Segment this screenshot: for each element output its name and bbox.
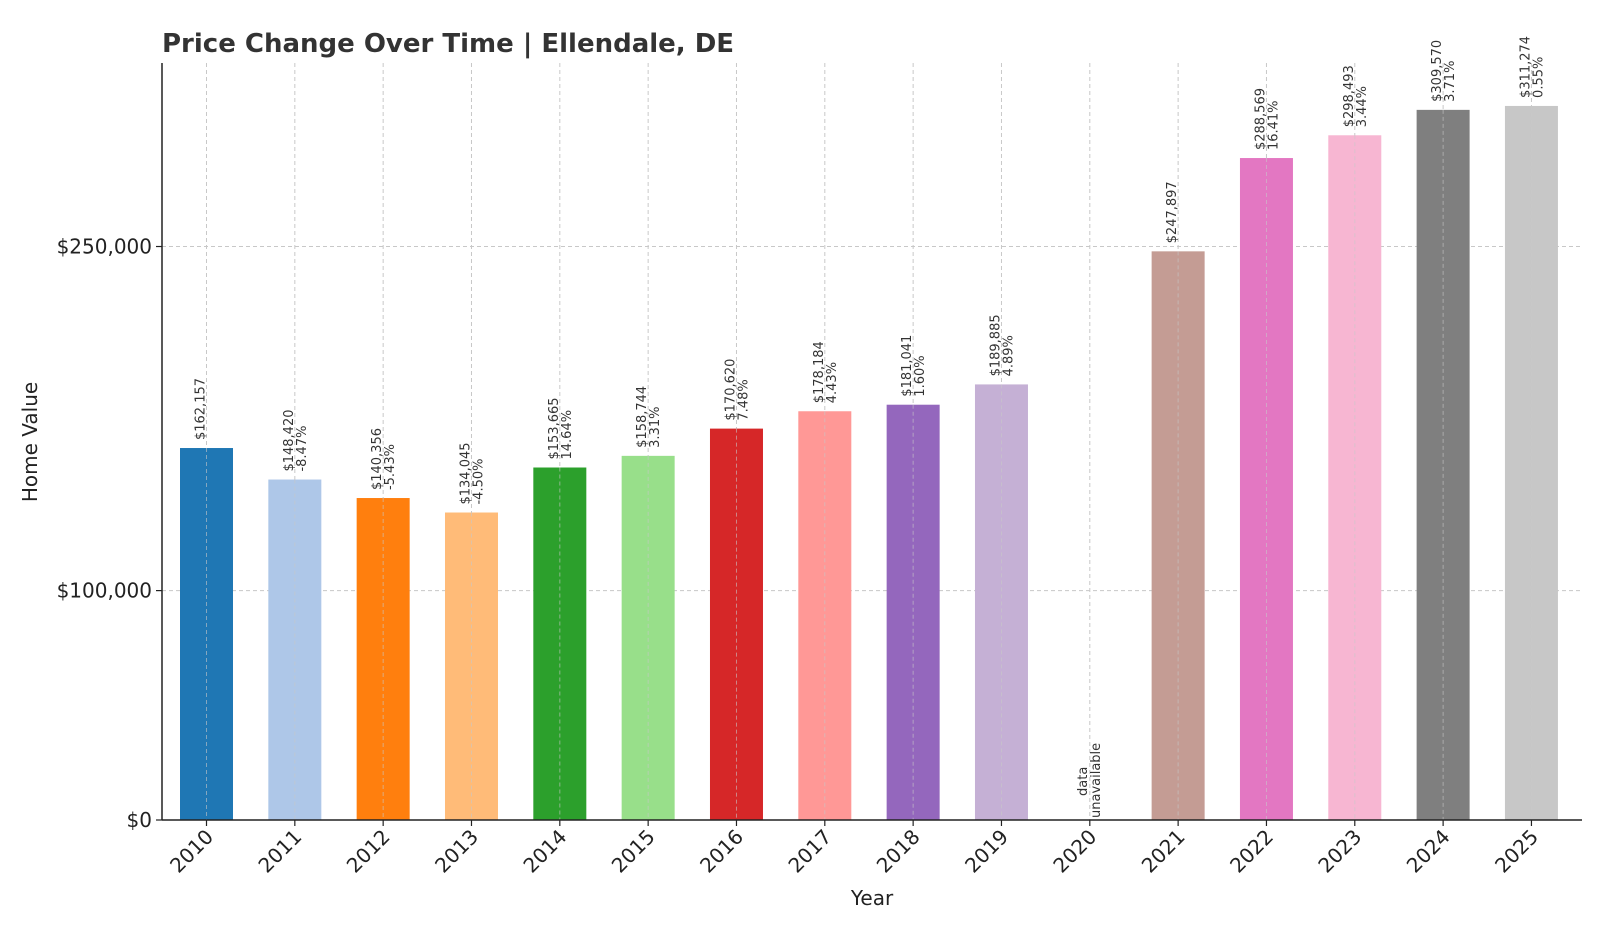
value-label: $189,885 bbox=[988, 314, 1003, 376]
change-label: 4.43% bbox=[825, 362, 840, 403]
value-label: $178,184 bbox=[812, 341, 827, 403]
value-label: $153,665 bbox=[547, 397, 562, 459]
change-label: 1.60% bbox=[913, 355, 928, 396]
value-label: $298,493 bbox=[1342, 65, 1357, 127]
bars-layer bbox=[180, 105, 1558, 821]
value-label: $311,274 bbox=[1518, 36, 1533, 98]
x-tick-label: 2011 bbox=[253, 825, 306, 878]
x-tick-label: 2016 bbox=[695, 825, 748, 878]
x-tick-label: 2012 bbox=[342, 825, 395, 878]
value-label: $134,045 bbox=[458, 442, 473, 504]
value-label: $288,569 bbox=[1253, 88, 1268, 150]
change-label: 7.48% bbox=[736, 379, 751, 420]
x-tick-label: 2024 bbox=[1402, 825, 1455, 878]
x-tick-label: 2018 bbox=[872, 825, 925, 878]
value-label: $162,157 bbox=[194, 378, 209, 440]
x-tick-label: 2020 bbox=[1048, 825, 1101, 878]
x-tick-label: 2021 bbox=[1137, 825, 1190, 878]
x-ticks: 2010 2011 2012 2013 2014 2015 2016 2017 2018 2019… bbox=[165, 820, 1543, 878]
value-label: $181,041 bbox=[900, 335, 915, 397]
change-label: 3.71% bbox=[1443, 61, 1458, 102]
value-label: $140,356 bbox=[370, 428, 385, 490]
bar-labels-layer: $162,157 $148,420-8.47% $140,356-5.43% $134… bbox=[194, 36, 1546, 820]
x-tick-label: 2014 bbox=[518, 825, 571, 878]
value-label: $247,897 bbox=[1165, 181, 1180, 243]
change-label: 16.41% bbox=[1266, 100, 1281, 150]
change-label: 0.55% bbox=[1531, 57, 1546, 98]
value-label: $148,420 bbox=[282, 410, 297, 472]
y-axis-label: Home Value bbox=[18, 382, 42, 502]
change-label: 14.64% bbox=[560, 410, 575, 460]
change-label: 4.89% bbox=[1001, 335, 1016, 376]
value-label: data bbox=[1076, 767, 1091, 796]
x-tick-label: 2013 bbox=[430, 825, 483, 878]
y-tick-label: $250,000 bbox=[57, 235, 152, 259]
change-label: unavailable bbox=[1089, 743, 1104, 818]
x-tick-label: 2022 bbox=[1225, 825, 1278, 878]
y-tick-label: $0 bbox=[127, 808, 152, 832]
value-label: $170,620 bbox=[723, 359, 738, 421]
x-tick-label: 2017 bbox=[783, 825, 836, 878]
x-axis-label: Year bbox=[850, 886, 894, 910]
x-tick-label: 2010 bbox=[165, 825, 218, 878]
y-ticks: $0 $100,000 $250,000 bbox=[57, 235, 162, 832]
change-label: -5.43% bbox=[383, 444, 398, 490]
value-label: $158,744 bbox=[635, 386, 650, 448]
value-label: $309,570 bbox=[1430, 40, 1445, 102]
x-tick-label: 2019 bbox=[960, 825, 1013, 878]
change-label: 3.31% bbox=[648, 407, 663, 448]
chart-title: Price Change Over Time | Ellendale, DE bbox=[162, 29, 734, 59]
x-tick-label: 2015 bbox=[607, 825, 660, 878]
x-tick-label: 2025 bbox=[1490, 825, 1543, 878]
y-tick-label: $100,000 bbox=[57, 579, 152, 603]
change-label: -4.50% bbox=[471, 459, 486, 505]
x-tick-label: 2023 bbox=[1313, 825, 1366, 878]
change-label: -8.47% bbox=[295, 426, 310, 472]
change-label: 3.44% bbox=[1355, 86, 1370, 127]
